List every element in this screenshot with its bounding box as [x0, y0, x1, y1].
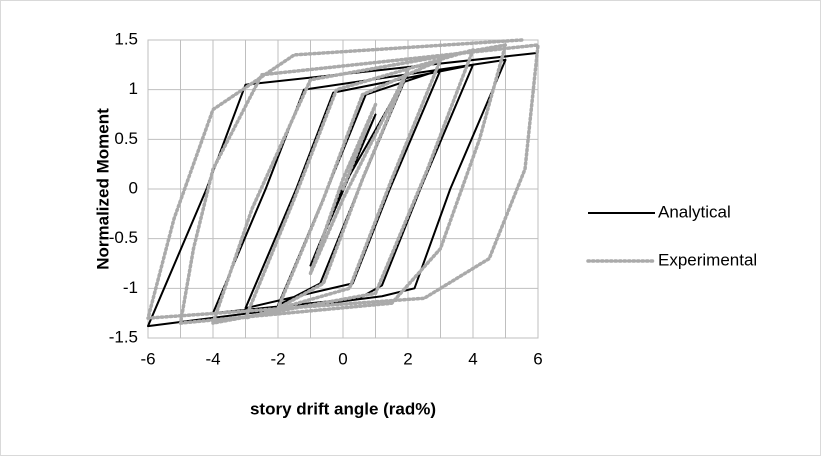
y-tick-label: 0.5 [114, 129, 138, 148]
x-tick-label: -2 [270, 349, 285, 368]
legend-label: Experimental [658, 250, 757, 269]
plot-border [147, 39, 539, 339]
y-tick-label: -0.5 [109, 228, 138, 247]
x-axis-label: story drift angle (rad%) [250, 399, 436, 418]
x-tick-label: -4 [205, 349, 220, 368]
series-line [146, 38, 540, 325]
x-tick-label: 2 [403, 349, 412, 368]
y-tick-label: 1 [129, 79, 138, 98]
x-tick-label: 4 [468, 349, 477, 368]
y-tick-label: -1.5 [109, 327, 138, 346]
legend-label: Analytical [658, 202, 731, 221]
x-tick-label: -6 [140, 349, 155, 368]
y-tick-label: -1 [123, 278, 138, 297]
y-tick-label: 0 [129, 178, 138, 197]
x-tick-label: 6 [533, 349, 542, 368]
y-tick-label: 1.5 [114, 29, 138, 48]
y-axis-label: Normalized Moment [93, 108, 112, 270]
x-tick-label: 0 [338, 349, 347, 368]
